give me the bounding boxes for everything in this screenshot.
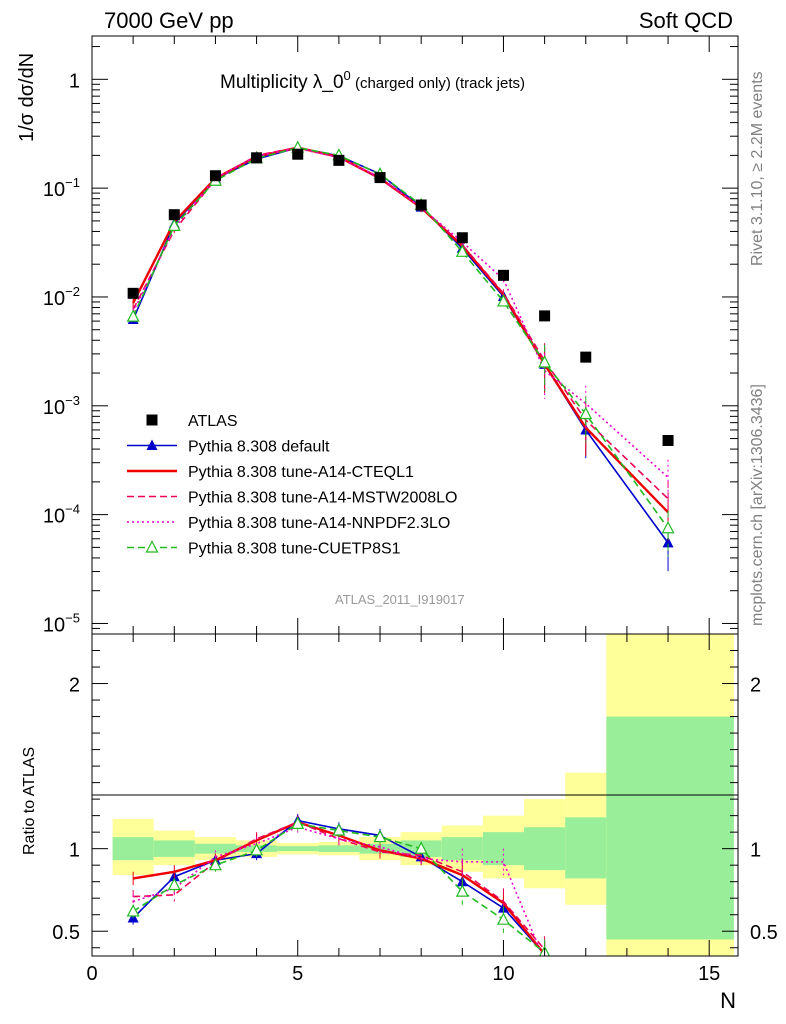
legend-entry: Pythia 8.308 tune-A14-CTEQL1 [127, 464, 414, 481]
legend-label: Pythia 8.308 tune-A14-CTEQL1 [188, 464, 414, 481]
x-tick-label: 0 [86, 963, 97, 985]
ratio-point [496, 912, 510, 925]
uncertainty-band-inner [524, 827, 566, 871]
data-point [167, 218, 181, 231]
legend-marker [146, 414, 158, 426]
main-panel: Multiplicity λ_00 (charged only) (track … [16, 35, 739, 636]
data-point [456, 232, 468, 244]
ratio-series-pythia-8-308-tune-cuetp8s1 [126, 816, 551, 956]
uncertainty-band-inner [565, 817, 607, 879]
ratio-point [126, 904, 140, 917]
uncertainty-band-inner [112, 837, 154, 861]
data-point [126, 309, 140, 322]
ratio-point [167, 877, 181, 891]
x-tick-label: 5 [292, 963, 303, 985]
data-point [333, 154, 345, 166]
uncertainty-band-inner [194, 843, 237, 854]
ratio-y-tick-label-left: 1 [69, 840, 80, 862]
data-point [539, 310, 551, 322]
data-point [415, 199, 427, 211]
y-tick-label: 10−2 [43, 284, 80, 310]
ratio-y-tick-label-right: 2 [750, 675, 761, 697]
y-axis-label-ratio: Ratio to ATLAS [21, 747, 38, 855]
ratio-line [133, 821, 546, 950]
ratio-line [132, 823, 546, 954]
y-tick-label: 10−4 [43, 502, 80, 528]
source-label: mcplots.cern.ch [arXiv:1306.3436] [749, 384, 766, 626]
data-point [455, 244, 469, 257]
legend-entry: Pythia 8.308 default [127, 439, 330, 456]
y-tick-label: 1 [69, 70, 80, 92]
ratio-point [291, 816, 305, 829]
ratio-point [208, 857, 222, 871]
legend-entry: Pythia 8.308 tune-A14-NNPDF2.3LO [127, 515, 450, 532]
ratio-point [373, 829, 387, 843]
header-category: Soft QCD [639, 8, 733, 33]
legend-label: Pythia 8.308 tune-A14-MSTW2008LO [188, 490, 457, 507]
series-line [132, 146, 669, 544]
ratio-point [250, 843, 264, 856]
ratio-y-tick-label-right: 1 [750, 840, 761, 862]
x-axis-label: N [720, 988, 736, 1013]
legend-label: Pythia 8.308 tune-CUETP8S1 [188, 541, 401, 558]
y-tick-label: 10−5 [43, 610, 80, 636]
data-point [579, 406, 593, 420]
legend-marker [145, 540, 159, 553]
ratio-point [332, 823, 346, 836]
uncertainty-band-inner [441, 837, 483, 861]
legend-entry: Pythia 8.308 tune-A14-MSTW2008LO [127, 490, 457, 507]
data-point [251, 152, 263, 164]
legend-entry: ATLAS [146, 413, 238, 430]
ratio-frame [91, 633, 739, 957]
uncertainty-band-inner [277, 846, 319, 852]
ratio-y-tick-label-left: 0.5 [52, 922, 80, 944]
main-title: Multiplicity λ_00 (charged only) (track … [220, 68, 525, 93]
data-point [209, 170, 221, 182]
uncertainty-band-inner [606, 716, 734, 940]
data-point [661, 520, 675, 534]
uncertainty-band-inner [318, 845, 360, 852]
legend-label: Pythia 8.308 default [188, 439, 330, 456]
data-point [662, 434, 674, 446]
header-energy: 7000 GeV pp [104, 8, 234, 33]
data-point [127, 287, 139, 299]
data-point [374, 172, 386, 184]
ratio-y-tick-label-right: 0.5 [750, 922, 778, 944]
ratio-panel: 0.5 0.5 1 1 2 2 0 5 10 15 Ratio to ATLAS N [21, 633, 778, 1013]
data-point [292, 148, 304, 160]
series-pythia-8-308-tune-a14-cteql1 [132, 143, 669, 541]
series-atlas [127, 148, 674, 446]
y-tick-label: 10−3 [43, 393, 80, 419]
ratio-y-tick-label-left: 2 [69, 675, 80, 697]
legend-entry: Pythia 8.308 tune-CUETP8S1 [127, 540, 401, 558]
legend-label: ATLAS [188, 413, 238, 430]
ratio-point [414, 841, 428, 854]
watermark: ATLAS_2011_I919017 [335, 592, 465, 607]
y-tick-label: 10−1 [43, 175, 80, 201]
data-point [538, 355, 552, 368]
y-axis-label-main: 1/σ dσ/dN [16, 53, 38, 142]
data-point [496, 294, 510, 307]
series-line [132, 146, 669, 514]
data-point [497, 269, 509, 281]
x-tick-label: 15 [698, 963, 720, 985]
ratio-point [455, 884, 469, 897]
legend-marker [146, 439, 158, 450]
rivet-version-label: Rivet 3.1.10, ≥ 2.2M events [749, 71, 766, 266]
data-point [662, 536, 674, 548]
series-pythia-8-308-default [127, 141, 674, 572]
data-point [580, 351, 592, 363]
legend: ATLAS Pythia 8.308 default Pythia 8.308 tu… [127, 413, 457, 558]
uncertainty-band-inner [153, 840, 195, 857]
data-point [168, 209, 180, 221]
x-tick-label: 10 [492, 963, 514, 985]
legend-label: Pythia 8.308 tune-A14-NNPDF2.3LO [188, 515, 450, 532]
